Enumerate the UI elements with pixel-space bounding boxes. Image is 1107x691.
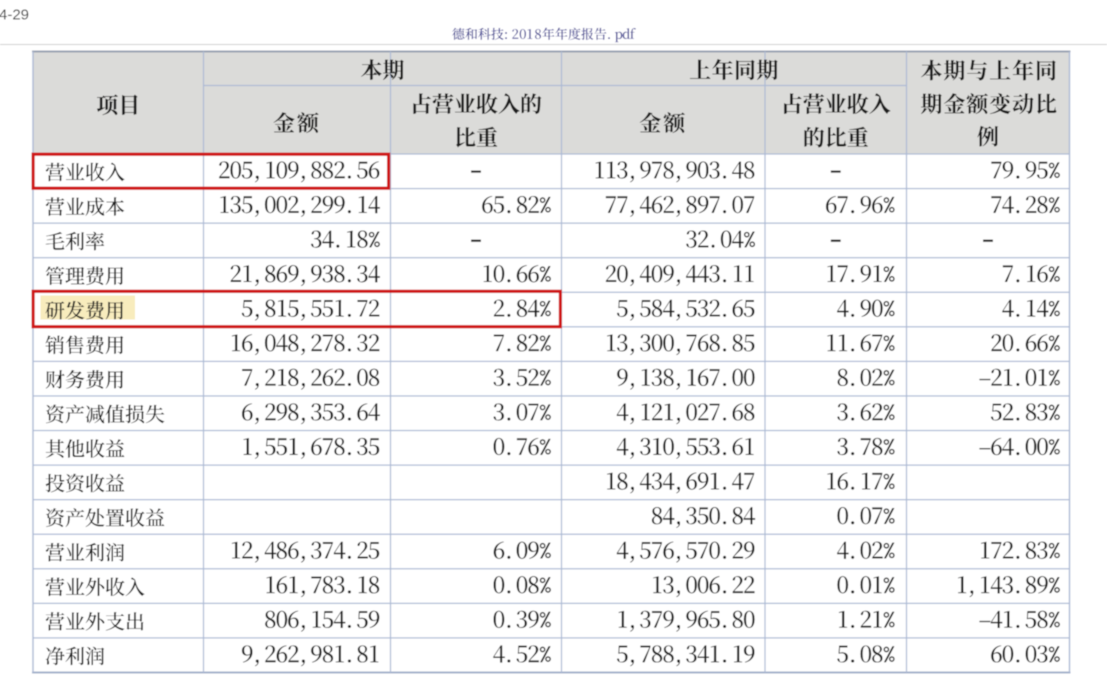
svg-text:4-29: 4-29 [0, 7, 29, 24]
